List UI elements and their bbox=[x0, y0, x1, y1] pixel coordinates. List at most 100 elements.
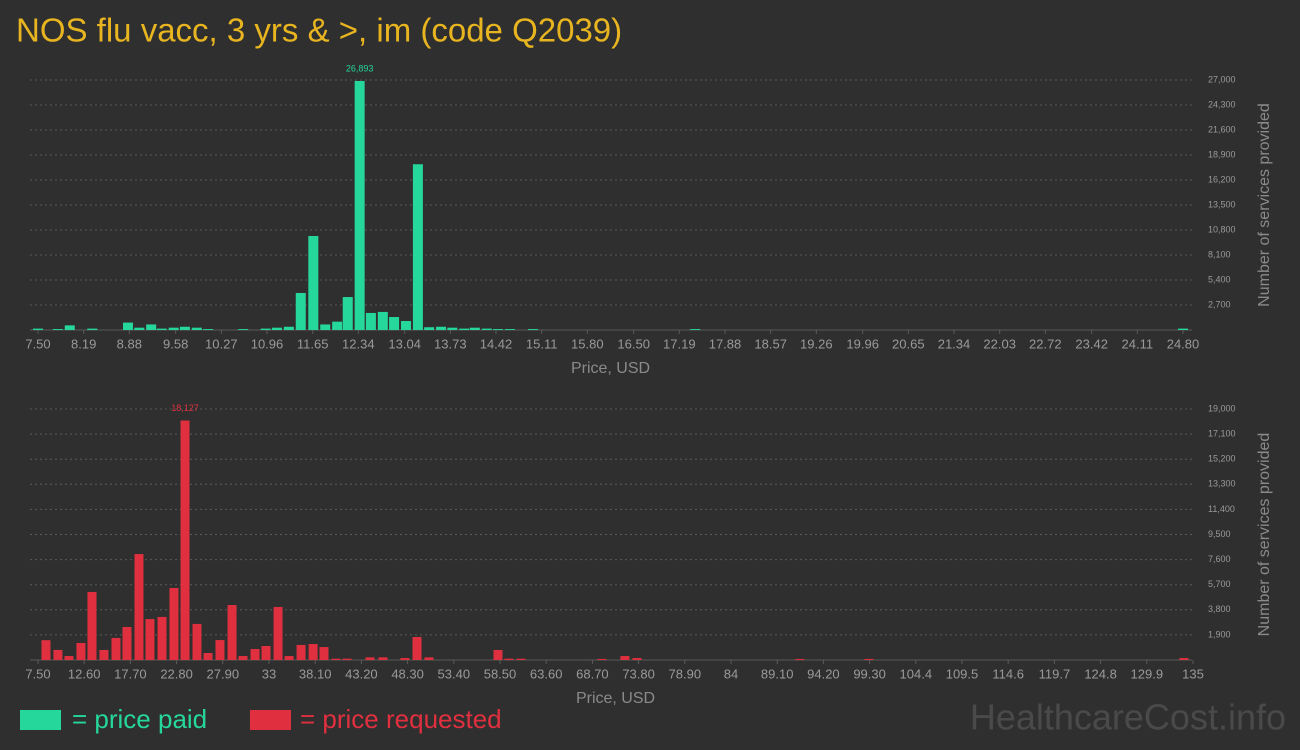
y-tick-label: 19,000 bbox=[1208, 403, 1236, 413]
bar bbox=[87, 591, 97, 660]
y-axis-title: Number of services provided bbox=[1256, 433, 1273, 637]
x-tick-label: 15.11 bbox=[526, 336, 558, 351]
x-tick-label: 63.60 bbox=[530, 666, 563, 681]
x-tick-label: 18.57 bbox=[754, 336, 787, 351]
x-tick-label: 8.19 bbox=[71, 336, 96, 351]
bar bbox=[53, 649, 63, 660]
bar bbox=[864, 658, 874, 660]
value-label: 18,127 bbox=[171, 403, 199, 413]
x-tick-label: 22.72 bbox=[1029, 336, 1062, 351]
bar bbox=[295, 292, 306, 330]
x-tick-label: 17.88 bbox=[709, 336, 742, 351]
bar bbox=[134, 327, 145, 330]
bar bbox=[283, 326, 294, 330]
bar bbox=[284, 656, 294, 660]
x-tick-label: 13.04 bbox=[388, 336, 421, 351]
x-tick-label: 22.80 bbox=[160, 666, 193, 681]
x-tick-label: 24.80 bbox=[1167, 336, 1200, 351]
bar bbox=[504, 329, 515, 330]
bar bbox=[469, 327, 480, 330]
bar bbox=[134, 554, 144, 660]
x-tick-label: 19.96 bbox=[846, 336, 879, 351]
watermark: HealthcareCost.info bbox=[970, 697, 1286, 738]
x-axis-title: Price, USD bbox=[576, 690, 655, 707]
bar bbox=[308, 644, 318, 660]
bar bbox=[320, 324, 331, 330]
y-tick-label: 24,300 bbox=[1208, 99, 1236, 109]
bar bbox=[620, 656, 630, 660]
bar bbox=[690, 329, 701, 330]
bar bbox=[273, 607, 283, 660]
legend-swatch bbox=[250, 710, 291, 730]
bar bbox=[795, 658, 805, 660]
bar bbox=[52, 329, 63, 330]
x-tick-label: 33 bbox=[262, 666, 276, 681]
x-tick-label: 104.4 bbox=[900, 666, 933, 681]
y-tick-label: 9,500 bbox=[1208, 529, 1231, 539]
x-tick-label: 43.20 bbox=[345, 666, 378, 681]
bar bbox=[331, 658, 341, 660]
y-tick-label: 17,100 bbox=[1208, 428, 1236, 438]
bar bbox=[64, 325, 75, 330]
x-tick-label: 73.80 bbox=[622, 666, 655, 681]
x-tick-label: 22.03 bbox=[983, 336, 1016, 351]
bar bbox=[632, 658, 642, 660]
y-tick-label: 13,300 bbox=[1208, 479, 1236, 489]
bar bbox=[64, 656, 74, 660]
bar bbox=[342, 297, 353, 330]
bar bbox=[157, 616, 167, 660]
x-tick-label: 10.27 bbox=[205, 336, 238, 351]
x-tick-label: 53.40 bbox=[438, 666, 471, 681]
y-tick-label: 13,500 bbox=[1208, 199, 1236, 209]
x-tick-label: 94.20 bbox=[807, 666, 840, 681]
bar bbox=[168, 327, 179, 330]
bar bbox=[33, 328, 43, 330]
bar bbox=[412, 164, 423, 330]
bar bbox=[332, 321, 343, 330]
x-tick-label: 89.10 bbox=[761, 666, 794, 681]
bar bbox=[203, 329, 214, 330]
bar bbox=[1178, 328, 1188, 330]
x-tick-label: 14.42 bbox=[480, 336, 513, 351]
bar bbox=[111, 637, 121, 660]
bar bbox=[41, 640, 51, 660]
bar bbox=[504, 658, 514, 660]
x-tick-label: 12.60 bbox=[68, 666, 101, 681]
x-tick-label: 10.96 bbox=[251, 336, 284, 351]
x-tick-label: 114.6 bbox=[992, 666, 1024, 681]
bar bbox=[493, 649, 503, 660]
bar bbox=[227, 605, 237, 660]
bar bbox=[377, 311, 388, 330]
x-tick-label: 17.19 bbox=[663, 336, 696, 351]
x-tick-label: 27.90 bbox=[207, 666, 240, 681]
y-tick-label: 2,700 bbox=[1208, 299, 1231, 309]
bar bbox=[250, 649, 260, 660]
x-tick-label: 48.30 bbox=[391, 666, 424, 681]
x-tick-label: 129.9 bbox=[1131, 666, 1164, 681]
x-tick-label: 78.90 bbox=[669, 666, 702, 681]
bar bbox=[400, 321, 411, 330]
y-tick-label: 5,700 bbox=[1208, 579, 1231, 589]
bar bbox=[319, 647, 329, 660]
bar bbox=[308, 236, 319, 330]
bar bbox=[424, 327, 435, 330]
legend-label: = price paid bbox=[72, 704, 207, 734]
y-tick-label: 7,600 bbox=[1208, 554, 1231, 564]
x-tick-label: 15.80 bbox=[571, 336, 604, 351]
x-tick-label: 13.73 bbox=[434, 336, 467, 351]
x-tick-label: 135 bbox=[1182, 666, 1204, 681]
legend-swatch bbox=[20, 710, 61, 730]
x-tick-label: 9.58 bbox=[163, 336, 188, 351]
bar bbox=[597, 658, 607, 660]
bar bbox=[122, 626, 132, 660]
bar bbox=[180, 420, 190, 660]
value-label: 26,893 bbox=[346, 63, 374, 73]
y-tick-label: 3,800 bbox=[1208, 604, 1231, 614]
y-tick-label: 27,000 bbox=[1208, 74, 1236, 84]
bar bbox=[354, 80, 365, 330]
bar bbox=[260, 328, 271, 330]
x-tick-label: 8.88 bbox=[117, 336, 142, 351]
bar bbox=[481, 328, 492, 330]
